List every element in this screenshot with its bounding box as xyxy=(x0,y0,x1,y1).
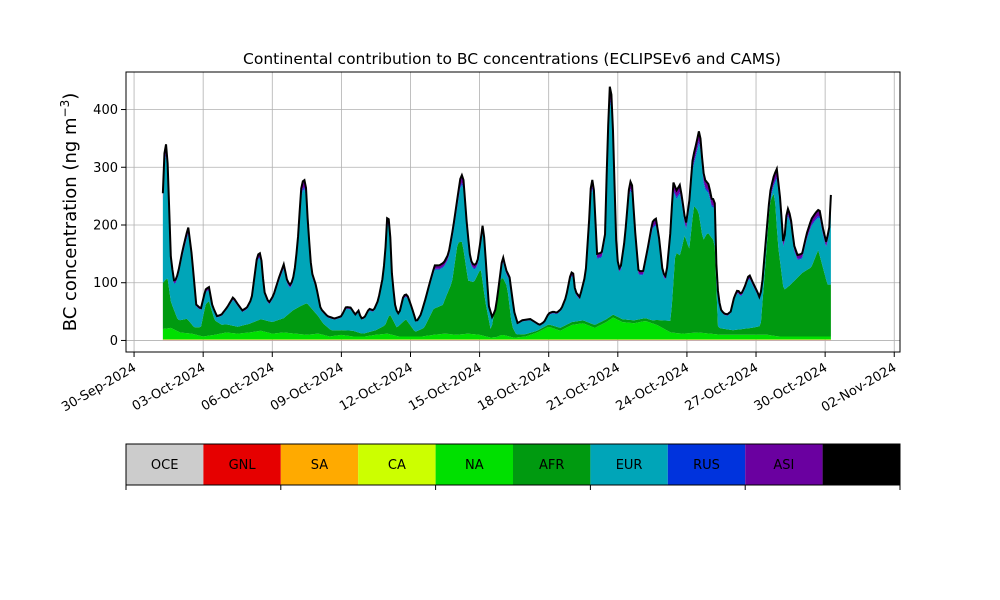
y-tick-label: 200 xyxy=(93,218,118,233)
plot-frame xyxy=(125,71,901,353)
stacked-areas xyxy=(161,86,832,341)
y-tick-label: 300 xyxy=(93,161,118,176)
y-tick-label: 400 xyxy=(93,103,118,118)
x-tick-label: 06-Oct-2024 xyxy=(199,360,277,414)
legend-label-ca: CA xyxy=(388,458,406,473)
y-axis-label: BC concentration (ng m−3) xyxy=(58,93,81,332)
legend-swatch-afr xyxy=(513,444,591,485)
total-outline-line xyxy=(161,86,832,326)
series-area-na xyxy=(162,317,831,340)
x-tick-label: 02-Nov-2024 xyxy=(819,360,899,415)
x-tick-label: 21-Oct-2024 xyxy=(544,360,622,414)
legend-swatch-gnl xyxy=(203,444,281,485)
x-tick-label: 30-Oct-2024 xyxy=(752,360,830,414)
legend-frame xyxy=(125,443,901,486)
legend-label-sa: SA xyxy=(311,458,328,473)
legend-swatch-rus xyxy=(667,444,746,485)
legend-label-gnl: GNL xyxy=(229,458,257,473)
legend-swatch-ca xyxy=(358,444,436,485)
plot-area xyxy=(126,72,900,352)
legend-label-oce: OCE xyxy=(151,458,179,473)
x-tick-label: 30-Sep-2024 xyxy=(59,360,139,415)
y-tick-label: 100 xyxy=(93,276,118,291)
y-tick-label: 0 xyxy=(110,334,118,349)
x-tick-label: 18-Oct-2024 xyxy=(475,360,553,414)
legend-label-rus: RUS xyxy=(693,458,720,473)
legend-swatch-aus xyxy=(822,444,900,485)
legend-label-na: NA xyxy=(465,458,484,473)
colorbar-legend: OCE GNL SA CA NA AFR EUR RUS ASI AUS xyxy=(125,443,901,490)
x-tick-label: 27-Oct-2024 xyxy=(683,360,761,414)
legend-swatch-oce xyxy=(126,444,204,485)
legend-label-afr: AFR xyxy=(539,458,564,473)
legend-label-eur: EUR xyxy=(616,458,643,473)
x-tick-label: 12-Oct-2024 xyxy=(337,360,415,414)
x-tick-label: 03-Oct-2024 xyxy=(130,360,208,414)
series-area-eur xyxy=(162,101,831,335)
legend-swatch-na xyxy=(435,444,513,485)
legend-swatch-asi xyxy=(745,444,823,485)
series-area-afr xyxy=(162,193,831,338)
legend-label-asi: ASI xyxy=(773,458,794,473)
legend-swatch-eur xyxy=(590,444,668,485)
x-tick-label: 09-Oct-2024 xyxy=(268,360,346,414)
legend-label-aus: AUS xyxy=(848,458,875,473)
legend-swatch-sa xyxy=(280,444,359,485)
x-tick-label: 15-Oct-2024 xyxy=(406,360,484,414)
chart-title: Continental contribution to BC concentra… xyxy=(243,50,781,68)
x-tick-label: 24-Oct-2024 xyxy=(614,360,692,414)
